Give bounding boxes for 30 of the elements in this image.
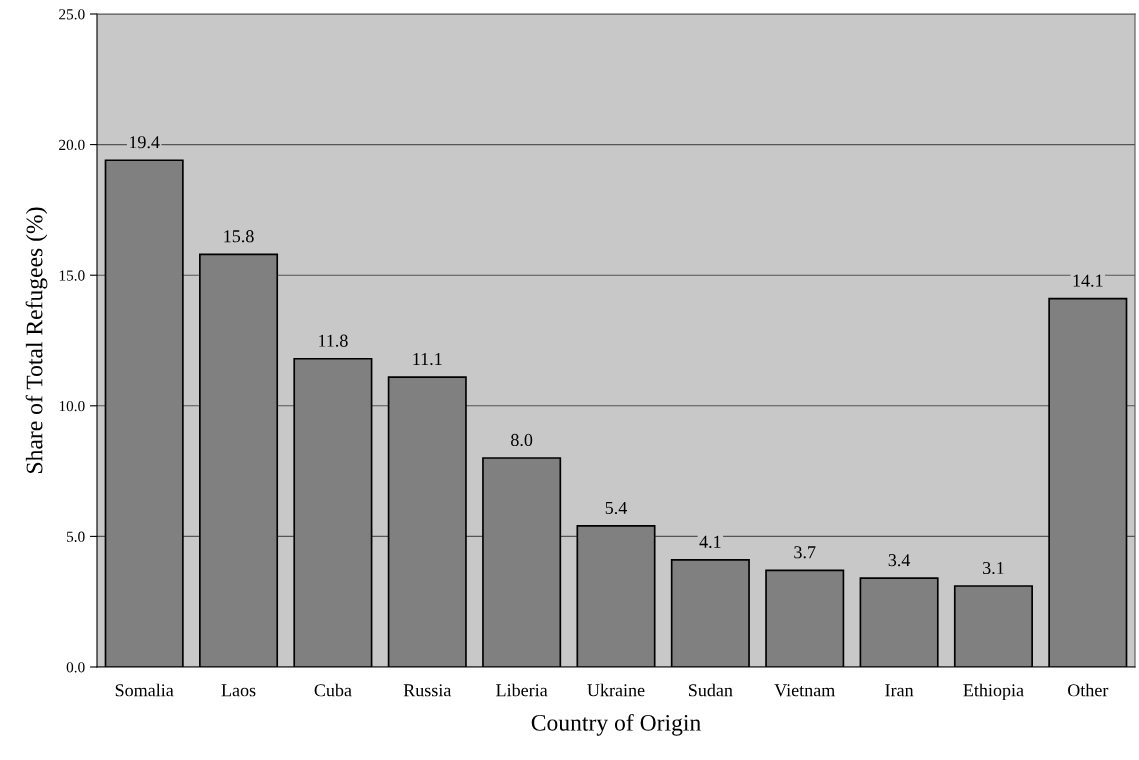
data-label: 11.1 [413, 352, 442, 366]
data-label: 8.0 [511, 433, 533, 447]
y-tick-label: 25.0 [59, 9, 85, 20]
x-tick-label: Ukraine [587, 683, 645, 697]
data-label: 3.7 [794, 546, 816, 559]
x-tick-label: Sudan [689, 683, 733, 697]
data-label: 11.8 [319, 334, 348, 347]
x-tick-label: Vietnam [774, 684, 835, 697]
x-tick-label: Somalia [115, 683, 174, 697]
data-label: 5.4 [605, 501, 627, 515]
data-label: 14.1 [1073, 274, 1103, 287]
y-tick-label: 15.0 [59, 270, 85, 281]
x-tick-label: Iran [885, 684, 914, 697]
y-axis-title: Share of Total Refugees (%) [25, 207, 48, 473]
x-tick-label: Cuba [314, 683, 352, 697]
y-tick-label: 0.0 [66, 662, 85, 673]
y-tick-label: 20.0 [59, 139, 85, 151]
data-label: 3.1 [983, 561, 1004, 575]
y-tick-label: 5.0 [66, 531, 85, 542]
data-label: 15.8 [224, 230, 254, 243]
data-label: 3.4 [888, 554, 911, 567]
data-label: 4.1 [699, 535, 721, 548]
x-tick-label: Ethiopia [963, 683, 1024, 701]
x-tick-label: Liberia [496, 683, 548, 697]
data-label: 19.4 [129, 136, 160, 149]
x-tick-label: Other [1068, 683, 1109, 697]
x-tick-label: Russia [403, 684, 452, 697]
x-axis-title: Country of Origin [531, 713, 701, 736]
y-tick-label: 10.0 [59, 400, 85, 412]
x-tick-label: Laos [221, 684, 256, 697]
